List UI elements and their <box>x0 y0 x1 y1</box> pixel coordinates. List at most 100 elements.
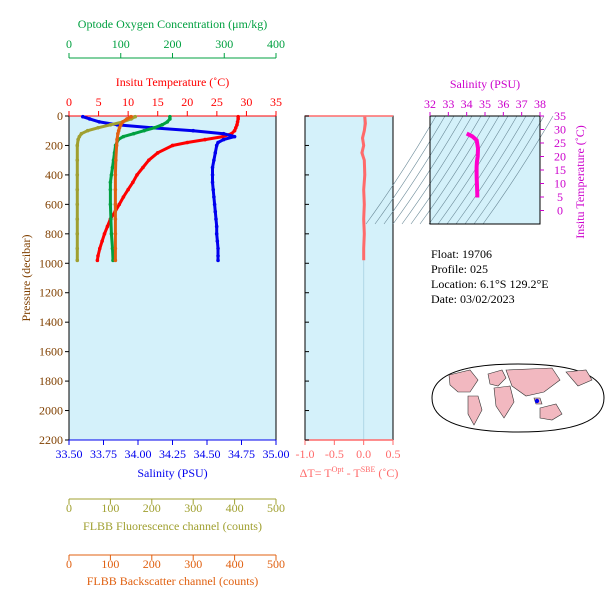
pressure-tick-label: 600 <box>45 197 63 211</box>
fluorescence-point <box>75 246 80 251</box>
backscatter-point <box>113 258 118 263</box>
fluorescence-tick-label: 400 <box>226 501 244 515</box>
temperature-point <box>236 117 240 121</box>
world-map-landmass <box>467 395 483 426</box>
fluorescence-profile-line <box>75 115 136 261</box>
ts-salinity-tick-label: 36 <box>497 97 509 111</box>
salinity-tick-label: 34.25 <box>159 447 186 461</box>
ts-salinity-tick-label: 34 <box>461 97 473 111</box>
salinity-tick-label: 33.50 <box>56 447 83 461</box>
fluorescence-tick-label: 0 <box>66 501 72 515</box>
salinity-tick-label: 34.75 <box>228 447 255 461</box>
ts-density-contour <box>392 115 464 225</box>
oxygen-point <box>108 180 113 185</box>
temperature-point <box>235 123 239 127</box>
ts-temperature-tick-label: 15 <box>554 163 566 177</box>
salinity-axis-title: Salinity (PSU) <box>137 466 207 480</box>
delta-t-tick-label: -0.5 <box>325 447 344 461</box>
backscatter-point <box>116 128 121 133</box>
temperature-point <box>147 158 151 162</box>
salinity-point <box>213 151 218 155</box>
salinity-tick-label: 34.00 <box>125 447 152 461</box>
ts-density-contour <box>410 115 482 225</box>
fluorescence-point <box>75 143 80 148</box>
oxygen-point <box>108 202 113 207</box>
fluorescence-point <box>75 158 80 162</box>
backscatter-point <box>113 246 118 251</box>
oxygen-point <box>152 125 157 130</box>
salinity-point <box>211 187 216 192</box>
backscatter-point <box>118 123 123 127</box>
fluorescence-point <box>75 232 80 236</box>
temperature-point <box>170 143 175 148</box>
ts-density-contour <box>464 115 536 225</box>
temperature-point <box>126 187 130 192</box>
backscatter-axis-title: FLBB Backscatter channel (counts) <box>87 574 259 588</box>
fluorescence-tick-label: 100 <box>101 501 119 515</box>
pressure-tick-label: 200 <box>45 138 63 152</box>
salinity-point <box>221 131 226 136</box>
oxygen-point <box>109 173 114 177</box>
salinity-point <box>216 254 220 258</box>
temperature-point <box>117 202 122 207</box>
delta-t-axis-text: - T <box>344 466 362 480</box>
fluorescence-tick-label: 200 <box>143 501 161 515</box>
fluorescence-tick-label: 300 <box>184 501 202 515</box>
salinity-point <box>214 217 218 221</box>
ts-salinity-tick-label: 35 <box>479 97 491 111</box>
pressure-tick-label: 1000 <box>39 256 63 270</box>
delta-t-panel-frame <box>304 115 394 441</box>
fluorescence-point <box>76 137 80 142</box>
ts-density-contour <box>383 115 455 225</box>
salinity-point <box>214 143 219 148</box>
location-label: Location: 6.1°S 129.2°E <box>431 277 549 291</box>
temperature-point <box>121 195 126 199</box>
backscatter-point <box>129 114 133 119</box>
delta-t-tick-label: 0.5 <box>386 447 401 461</box>
oxygen-point <box>121 134 126 139</box>
backscatter-point <box>125 117 129 121</box>
temperature-tick-label: 10 <box>122 95 134 109</box>
delta-t-axis-text: (˚C) <box>375 466 398 480</box>
temperature-point <box>232 128 237 133</box>
salinity-point <box>214 232 219 236</box>
world-map-landmass <box>448 369 479 393</box>
backscatter-point <box>113 187 118 192</box>
backscatter-tick-label: 0 <box>66 557 72 571</box>
temperature-tick-label: 30 <box>240 95 252 109</box>
backscatter-point <box>116 131 120 136</box>
temperature-tick-label: 25 <box>211 95 223 109</box>
ts-density-contour <box>446 115 518 225</box>
pressure-tick-label: 1800 <box>39 374 63 388</box>
delta-t-axis-text: ΔT= T <box>300 466 333 480</box>
oxygen-point <box>110 246 115 251</box>
fluorescence-point <box>75 187 80 192</box>
ts-salinity-tick-label: 33 <box>442 97 454 111</box>
salinity-point <box>87 117 92 121</box>
ts-density-contour <box>374 115 446 225</box>
backscatter-point <box>117 125 122 130</box>
temperature-point <box>100 239 104 243</box>
fluorescence-tick-label: 500 <box>267 501 285 515</box>
backscatter-point <box>114 143 119 148</box>
fluorescence-point <box>96 125 100 130</box>
ts-density-contour <box>455 115 527 225</box>
delta-t-profile-line <box>360 116 367 261</box>
salinity-point <box>232 134 237 139</box>
temperature-point <box>233 125 238 130</box>
temperature-point <box>105 224 110 229</box>
fluorescence-point <box>77 134 82 139</box>
pressure-axis-title: Pressure (decibar) <box>19 235 33 322</box>
fluorescence-point <box>79 131 84 136</box>
world-map-landmass <box>493 385 515 419</box>
pressure-tick-label: 400 <box>45 168 63 182</box>
oxygen-point <box>109 232 114 236</box>
salinity-point <box>210 165 215 170</box>
oxygen-point <box>131 131 136 136</box>
fluorescence-point <box>75 217 80 221</box>
salinity-point <box>97 120 102 124</box>
ts-temperature-tick-label: 10 <box>554 177 566 191</box>
pressure-tick-label: 1200 <box>39 286 63 300</box>
ts-temperature-tick-label: 20 <box>554 150 566 164</box>
